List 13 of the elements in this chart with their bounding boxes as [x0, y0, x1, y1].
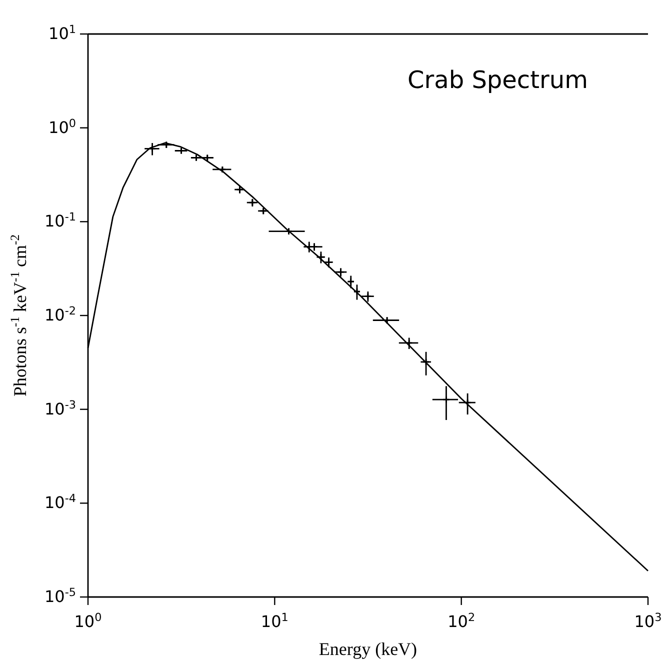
y-tick-label: 10$^{-1}$	[44, 210, 76, 231]
x-tick-label: 10$^{3}$	[634, 610, 662, 631]
x-axis-title: Energy (keV)	[318, 639, 418, 659]
y-tick-label: 10$^{-4}$	[44, 492, 76, 512]
x-tick-label: 10$^{2}$	[448, 610, 476, 631]
x-tick-label: 10$^{0}$	[74, 610, 102, 631]
x-tick-label: 10$^{1}$	[260, 610, 288, 631]
y-tick-label: 10$^{0}$	[48, 116, 76, 137]
text: Crab Spectrum	[408, 66, 588, 94]
y-tick-label: 10$^{-5}$	[44, 586, 76, 606]
y-tick-label: 10$^{-3}$	[44, 398, 76, 418]
y-tick-label: 10$^{1}$	[48, 22, 76, 43]
y-tick-label: 10$^{-2}$	[44, 304, 76, 324]
